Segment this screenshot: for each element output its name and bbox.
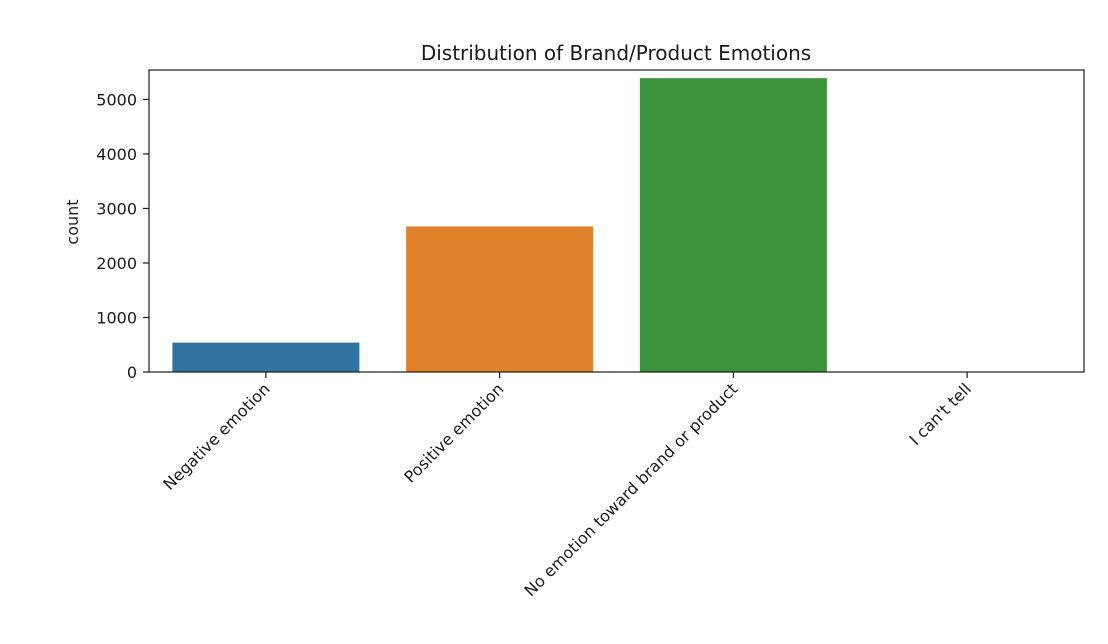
y-tick-label-5: 5000 [96, 90, 137, 109]
x-tick-label-3: I can't tell [905, 379, 975, 449]
x-tick-label-2: No emotion toward brand or product [520, 379, 741, 600]
x-tick-label-0: Negative emotion [159, 379, 273, 493]
chart-title: Distribution of Brand/Product Emotions [421, 41, 811, 65]
plot-frame [148, 69, 1085, 373]
y-tick-label-4: 4000 [96, 145, 137, 164]
plot-area: 0 1000 2000 3000 4000 5000 Negative emotion Pos… [96, 69, 1085, 600]
y-tick-label-0: 0 [127, 363, 137, 382]
y-tick-label-3: 3000 [96, 199, 137, 218]
bar-1 [406, 226, 594, 372]
y-axis-label: count [63, 199, 82, 244]
bar-0 [172, 342, 360, 372]
y-tick-label-1: 1000 [96, 308, 137, 327]
x-tick-label-1: Positive emotion [400, 379, 507, 486]
bar-2 [639, 78, 827, 373]
y-tick-label-2: 2000 [96, 254, 137, 273]
